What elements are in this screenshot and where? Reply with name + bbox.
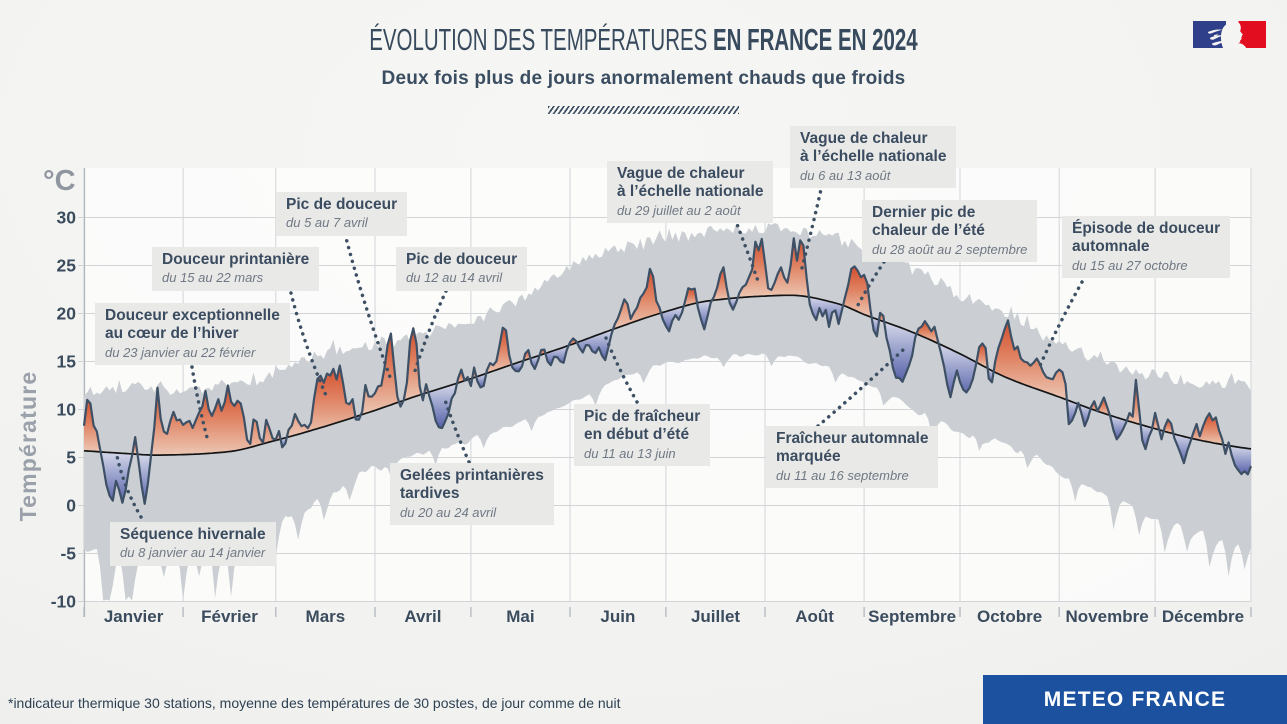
svg-text:15: 15	[57, 352, 77, 372]
svg-text:Décembre: Décembre	[1162, 607, 1244, 626]
svg-text:-10: -10	[51, 592, 77, 612]
svg-text:Septembre: Septembre	[868, 607, 956, 626]
svg-text:Avril: Avril	[404, 607, 441, 626]
svg-text:Juillet: Juillet	[691, 607, 740, 626]
svg-text:Août: Août	[795, 607, 834, 626]
svg-text:Octobre: Octobre	[977, 607, 1042, 626]
svg-text:Janvier: Janvier	[104, 607, 164, 626]
svg-text:-5: -5	[60, 544, 76, 564]
svg-text:Température: Température	[15, 371, 41, 522]
svg-text:5: 5	[66, 448, 76, 468]
svg-text:°C: °C	[43, 165, 76, 197]
svg-text:0: 0	[66, 496, 76, 516]
svg-text:20: 20	[57, 304, 77, 324]
svg-text:Mars: Mars	[306, 607, 346, 626]
svg-text:Novembre: Novembre	[1066, 607, 1149, 626]
svg-text:Mai: Mai	[506, 607, 534, 626]
svg-text:10: 10	[57, 400, 77, 420]
svg-text:30: 30	[57, 208, 77, 228]
svg-text:25: 25	[57, 256, 77, 276]
svg-text:Juin: Juin	[600, 607, 635, 626]
svg-text:Février: Février	[201, 607, 258, 626]
